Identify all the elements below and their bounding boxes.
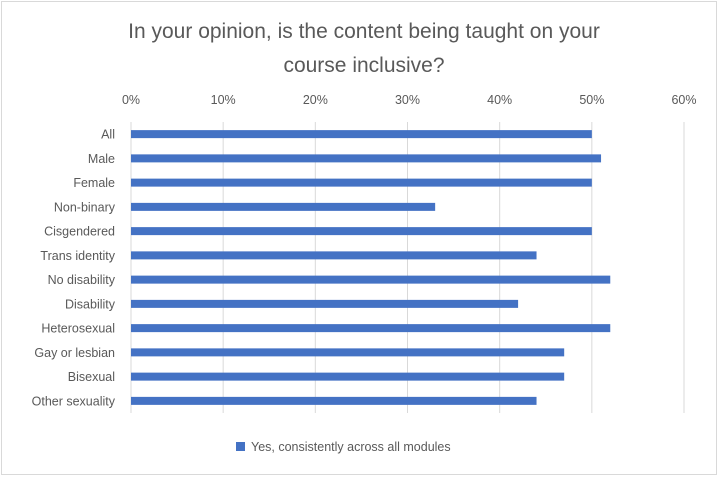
bar — [131, 396, 537, 405]
category-label: Gay or lesbian — [34, 346, 115, 360]
category-label: Trans identity — [40, 249, 115, 263]
x-tick-label: 40% — [487, 93, 512, 107]
legend: Yes, consistently across all modules — [236, 440, 451, 454]
category-label: Cisgendered — [44, 225, 115, 239]
x-tick-label: 20% — [303, 93, 328, 107]
category-label: Male — [88, 152, 115, 166]
bar — [131, 299, 519, 308]
legend-swatch — [236, 442, 245, 451]
category-label: Heterosexual — [41, 322, 115, 336]
x-tick-label: 10% — [211, 93, 236, 107]
category-label: Female — [73, 176, 115, 190]
chart-title-line-2: course inclusive? — [283, 54, 444, 77]
bar — [131, 178, 592, 187]
bar — [131, 202, 436, 211]
category-label: Disability — [65, 297, 116, 311]
x-tick-label: 0% — [122, 93, 140, 107]
chart-title-line-1: In your opinion, is the content being ta… — [128, 20, 600, 43]
bar — [131, 324, 611, 333]
category-label: No disability — [48, 273, 116, 287]
bar — [131, 130, 592, 139]
bar — [131, 154, 602, 163]
category-label: All — [101, 128, 115, 142]
category-label: Non-binary — [54, 200, 116, 214]
legend-label: Yes, consistently across all modules — [251, 440, 451, 454]
bar — [131, 251, 537, 260]
bar — [131, 372, 565, 381]
category-label: Bisexual — [68, 370, 115, 384]
x-tick-label: 60% — [671, 93, 696, 107]
category-label: Other sexuality — [32, 394, 116, 408]
x-tick-label: 30% — [395, 93, 420, 107]
bar — [131, 227, 592, 236]
bar — [131, 348, 565, 357]
bar — [131, 275, 611, 284]
x-tick-label: 50% — [579, 93, 604, 107]
